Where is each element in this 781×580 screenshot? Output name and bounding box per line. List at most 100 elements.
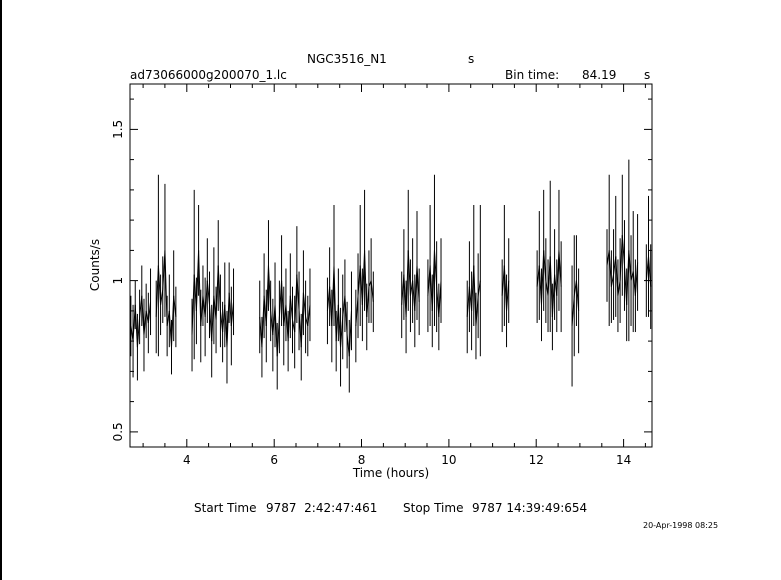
data-segment (173, 295, 177, 317)
data-segment (202, 295, 206, 317)
data-segment (272, 304, 276, 336)
data-segment (608, 250, 612, 287)
data-segment (193, 274, 197, 311)
data-segment (326, 286, 331, 311)
data-segment (294, 274, 298, 333)
data-segment (370, 280, 374, 302)
data-segment (283, 304, 287, 327)
data-segment (162, 250, 166, 290)
data-segment (130, 325, 134, 342)
data-segment (302, 292, 307, 317)
data-segment (401, 274, 405, 305)
data-segment (466, 286, 470, 317)
y-axis-label: Counts/s (88, 239, 102, 291)
data-segment (263, 295, 267, 327)
data-segment (219, 310, 224, 333)
data-segment (438, 280, 442, 317)
data-segment (147, 301, 152, 324)
data-segment (211, 295, 215, 342)
data-segment (337, 304, 342, 348)
data-segment (540, 250, 545, 305)
x-tick-label: 10 (441, 453, 456, 467)
data-marks (130, 159, 652, 393)
plot-timestamp: 20-Apr-1998 08:25 (643, 521, 719, 530)
y-tick-label: 0.5 (111, 422, 125, 441)
data-segment (468, 286, 473, 311)
data-segment (145, 310, 149, 324)
data-segment (554, 274, 558, 296)
stop-time-value: 9787 14:39:49:654 (472, 501, 588, 515)
data-segment (645, 256, 650, 281)
data-segment (573, 280, 577, 296)
axis-tick-labels: 4 6 8 10 12 14 0.5 1 1.5 (111, 120, 631, 467)
data-segment (346, 335, 350, 357)
data-segment (551, 274, 556, 317)
data-segment (296, 274, 300, 311)
data-segment (170, 295, 175, 348)
lightcurve-filename: ad73066000g200070_1.lc (130, 68, 287, 82)
data-segment (536, 265, 540, 287)
data-segment (547, 256, 551, 296)
data-segment (139, 295, 143, 317)
data-segment (226, 292, 230, 348)
y-tick-label: 1 (111, 277, 125, 285)
x-tick-label: 12 (529, 453, 544, 467)
data-segment (206, 280, 210, 305)
data-segment (136, 316, 141, 348)
bin-time-value: 84.19 (582, 68, 617, 82)
data-segment (168, 310, 172, 348)
data-segment (166, 310, 170, 327)
data-segment (359, 265, 363, 305)
data-segment (305, 316, 309, 327)
data-segment (285, 304, 289, 342)
bin-time-label: Bin time: (505, 68, 560, 82)
data-segment (634, 262, 639, 296)
data-segment (571, 295, 575, 327)
data-segment (160, 289, 164, 305)
data-segment (191, 274, 195, 336)
data-segment (213, 295, 217, 320)
data-segment (333, 265, 337, 342)
data-segment (431, 250, 435, 311)
x-tick-label: 4 (183, 453, 191, 467)
axis-ticks (130, 84, 652, 447)
data-segment (270, 310, 274, 336)
data-segment (501, 265, 505, 296)
plot-title-object: NGC3516_N1 (307, 52, 387, 66)
data-segment (344, 295, 348, 336)
bin-time-unit: s (644, 68, 651, 82)
data-segment (348, 310, 352, 357)
data-segment (436, 286, 440, 317)
data-segment (506, 280, 510, 311)
data-segment (473, 265, 477, 327)
data-segment (615, 256, 619, 296)
data-segment (364, 250, 368, 317)
x-tick-label: 6 (270, 453, 278, 467)
data-segment (621, 235, 625, 266)
data-segment (276, 316, 280, 357)
data-segment (217, 265, 221, 311)
data-segment (427, 265, 431, 296)
data-segment (477, 280, 481, 296)
data-segment (281, 280, 285, 327)
data-segment (623, 265, 628, 305)
data-segment (549, 256, 553, 317)
data-segment (503, 265, 508, 311)
plot-frame (129, 83, 653, 448)
data-segment (331, 265, 335, 327)
data-segment (134, 304, 138, 348)
data-segment (558, 250, 562, 287)
data-segment (361, 250, 366, 305)
data-segment (626, 250, 630, 305)
data-segment (215, 265, 219, 320)
data-segment (329, 286, 333, 327)
data-segment (409, 280, 414, 296)
data-segment (416, 265, 420, 302)
data-segment (141, 295, 145, 336)
data-segment (414, 265, 418, 311)
data-segment (538, 265, 542, 305)
data-segment (157, 265, 162, 305)
data-segment (433, 250, 438, 287)
